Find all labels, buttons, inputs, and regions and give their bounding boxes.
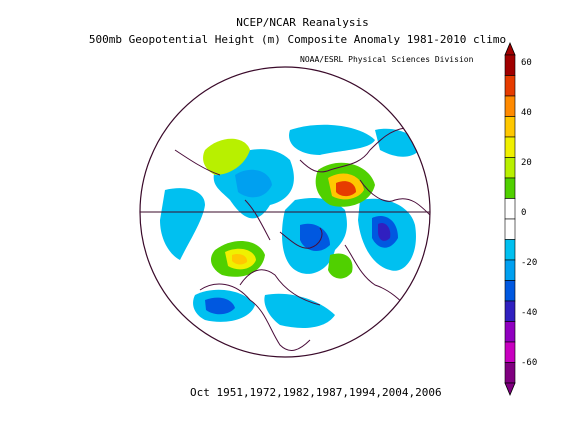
- colorbar-tick-label: -40: [521, 308, 538, 318]
- colorbar-band: [504, 259, 516, 281]
- colorbar-band: [504, 341, 516, 363]
- colorbar-tick-label: 60: [521, 58, 532, 68]
- colorbar-tick-label: -60: [521, 358, 538, 368]
- negative-anomaly-areas: [160, 124, 420, 328]
- colorbar-band: [504, 239, 516, 261]
- colorbar-band: [504, 116, 516, 138]
- colorbar-band: [504, 218, 516, 240]
- colorbar-band: [504, 280, 516, 302]
- colorbar-top-arrow: [504, 41, 516, 56]
- colorbar-band: [504, 198, 516, 220]
- credit-label: NOAA/ESRL Physical Sciences Division: [300, 55, 474, 64]
- map-title: NCEP/NCAR Reanalysis: [236, 16, 369, 29]
- colorbar-tick-label: 0: [521, 208, 527, 218]
- colorbar-band: [504, 362, 516, 384]
- colorbar-band: [504, 177, 516, 199]
- positive-anomaly-areas: [203, 138, 375, 279]
- anomaly-field: [140, 67, 430, 357]
- colorbar-band: [504, 157, 516, 179]
- colorbar-bottom-arrow: [504, 382, 516, 397]
- composite-years-label: Oct 1951,1972,1982,1987,1994,2004,2006: [190, 386, 442, 399]
- colorbar-band: [504, 54, 516, 76]
- colorbar-band: [504, 95, 516, 117]
- colorbar-tick-label: -20: [521, 258, 538, 268]
- colorbar-band: [504, 136, 516, 158]
- colorbar-band: [504, 321, 516, 343]
- colorbar-band: [504, 300, 516, 322]
- coastlines: [174, 127, 430, 351]
- colorbar-band: [504, 75, 516, 97]
- colorbar: [504, 41, 516, 397]
- map-subtitle: 500mb Geopotential Height (m) Composite …: [88, 33, 507, 46]
- colorbar-tick-label: 40: [521, 108, 532, 118]
- colorbar-tick-label: 20: [521, 158, 532, 168]
